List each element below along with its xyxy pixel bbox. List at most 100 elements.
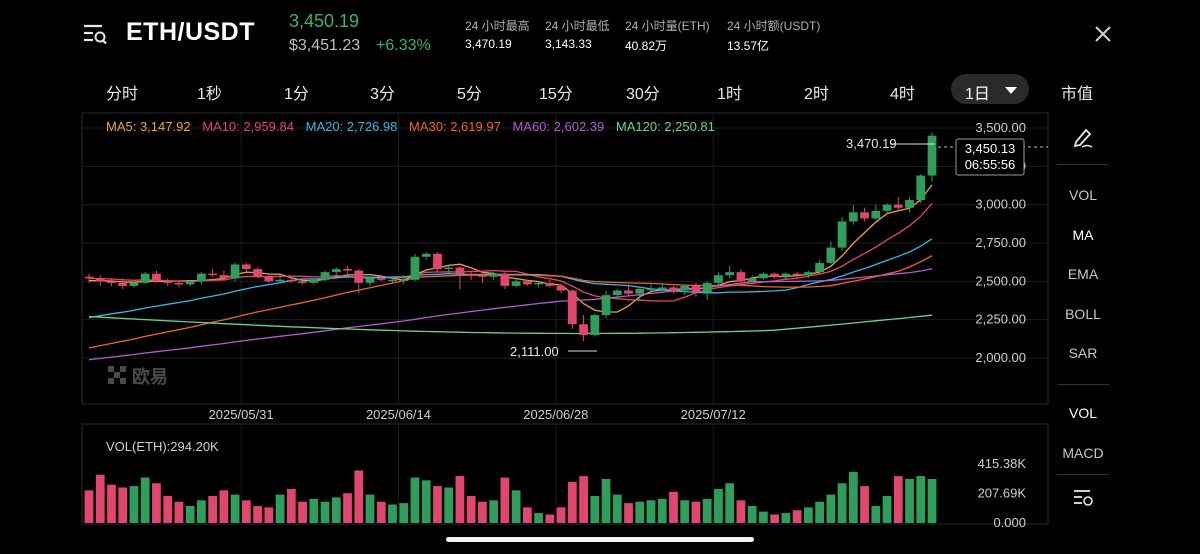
candle-body — [331, 269, 341, 273]
candle-body — [219, 275, 229, 279]
candle-body — [95, 278, 105, 282]
candles — [84, 132, 937, 341]
candle-body — [612, 290, 622, 296]
indicator-vol-sub[interactable]: VOL — [1068, 405, 1097, 421]
volume-bar — [770, 514, 780, 523]
candle-body — [646, 289, 656, 291]
candle-body — [140, 273, 150, 283]
candle-body — [826, 247, 836, 263]
volume-bar — [736, 500, 746, 523]
candle-body — [624, 290, 633, 294]
volume-bar — [702, 498, 712, 523]
volume-bar — [916, 476, 926, 523]
candle-body — [579, 324, 588, 335]
tab-4h[interactable]: 4时 — [890, 86, 915, 103]
tab-15m[interactable]: 15分 — [539, 86, 573, 103]
indicator-sar[interactable]: SAR — [1068, 345, 1098, 361]
candle-body — [511, 281, 521, 286]
indicator-vol-main[interactable]: VOL — [1068, 187, 1097, 203]
indicator-boll[interactable]: BOLL — [1065, 306, 1101, 322]
volume-bar — [152, 483, 161, 523]
volume-bars — [84, 470, 937, 523]
price-tick-label: 2,250.00 — [975, 312, 1026, 327]
header-bar: ETH/USDT 3,450.19 $3,451.23 +6.33% 24 小时… — [0, 0, 1200, 70]
volume-bar — [275, 494, 285, 523]
tab-3m[interactable]: 3分 — [370, 86, 395, 103]
tab-1d-label: 1日 — [965, 86, 990, 103]
stat-24h-turnover: 24 小时额(USDT) 13.57亿 — [727, 17, 820, 54]
tab-1s[interactable]: 1秒 — [197, 86, 222, 103]
candle-body — [343, 269, 352, 271]
volume-bar — [298, 501, 307, 523]
volume-bar — [882, 496, 892, 523]
volume-bar — [264, 507, 274, 523]
tab-timeline[interactable]: 分时 — [106, 86, 139, 103]
stat-label: 24 小时额(USDT) — [727, 19, 821, 33]
timeframe-tabs: 分时 1秒 1分 3分 5分 15分 30分 1时 2时 4时 市值 — [0, 74, 1200, 106]
volume-bar — [489, 500, 499, 523]
volume-bar — [871, 505, 881, 523]
price-tick-label: 2,500.00 — [975, 273, 1026, 288]
volume-bar — [781, 513, 791, 523]
volume-bar — [354, 470, 364, 523]
volume-bar — [522, 507, 532, 523]
stat-value: 40.82万 — [625, 39, 668, 53]
candle-body — [163, 281, 173, 283]
tab-market-cap[interactable]: 市值 — [1061, 86, 1094, 103]
close-icon[interactable] — [1093, 24, 1113, 44]
ma-line — [89, 184, 933, 313]
volume-bar — [635, 501, 645, 523]
ma30-label: MA30: 2,619.97 — [409, 119, 501, 134]
tab-5m[interactable]: 5分 — [457, 86, 482, 103]
volume-bar — [320, 501, 330, 523]
candle-body — [444, 267, 454, 270]
candle-body — [815, 262, 824, 273]
tab-1d-dropdown[interactable]: 1日 — [951, 74, 1029, 104]
date-tick-label: 2025/05/31 — [209, 407, 274, 422]
low-marker: 2,111.00 — [510, 344, 597, 359]
candle-body — [309, 279, 319, 283]
volume-bar — [837, 483, 847, 523]
candle-body — [197, 273, 206, 282]
candle-body — [882, 204, 892, 211]
volume-bar — [208, 496, 218, 523]
volume-bar — [601, 478, 611, 523]
draw-tool-icon[interactable] — [1053, 124, 1113, 153]
tab-30m[interactable]: 30分 — [626, 86, 660, 103]
current-price-label: 3,450.13 — [965, 141, 1016, 156]
indicator-ema[interactable]: EMA — [1067, 266, 1099, 282]
volume-bar — [253, 505, 262, 523]
candle-body — [410, 256, 420, 280]
candle-body — [837, 221, 847, 248]
candle-body — [478, 275, 487, 277]
ma60-label: MA60: 2,602.39 — [512, 119, 605, 134]
pair-menu-icon[interactable] — [82, 22, 108, 46]
candle-body — [286, 279, 296, 282]
trading-pair-title[interactable]: ETH/USDT — [126, 18, 255, 46]
volume-bar — [905, 478, 914, 523]
tab-2h[interactable]: 2时 — [804, 86, 829, 103]
tab-1h[interactable]: 1时 — [717, 86, 742, 103]
candle-body — [567, 290, 577, 325]
volume-tick-label: 415.38K — [978, 456, 1027, 471]
ma120-label: MA120: 2,250.81 — [615, 119, 715, 134]
home-indicator[interactable] — [446, 537, 754, 542]
volume-bar — [714, 488, 723, 523]
volume-bar — [556, 507, 566, 523]
price-tick-label: 3,000.00 — [975, 197, 1026, 212]
candle-body — [736, 272, 746, 282]
indicator-macd[interactable]: MACD — [1062, 445, 1104, 461]
indicator-ma[interactable]: MA — [1072, 227, 1094, 243]
ma20-label: MA20: 2,726.98 — [305, 119, 398, 134]
volume-bar — [444, 487, 454, 523]
candle-body — [118, 282, 128, 286]
stat-24h-volume: 24 小时量(ETH) 40.82万 — [625, 17, 710, 54]
stat-value: 3,470.19 — [465, 37, 512, 51]
price-tick-label: 3,500.00 — [975, 120, 1026, 135]
high-marker: 3,470.19 — [846, 136, 935, 151]
tab-1m[interactable]: 1分 — [284, 86, 309, 103]
stat-24h-low: 24 小时最低 3,143.33 — [545, 17, 610, 51]
indicator-settings-icon[interactable] — [1053, 488, 1113, 511]
date-tick-label: 2025/06/14 — [366, 407, 431, 422]
